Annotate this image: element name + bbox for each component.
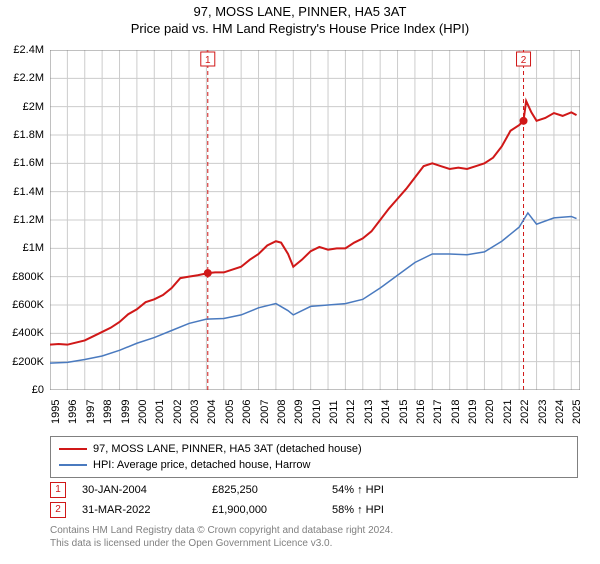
marker-number-box: 1 [50,482,66,498]
x-tick-label: 2000 [137,400,149,424]
y-tick-label: £1.4M [13,186,44,198]
x-tick-label: 2011 [328,400,340,424]
sale-markers: 1 30-JAN-2004£825,25054% ↑ HPI 2 31-MAR-202… [50,480,580,520]
sale-marker-row: 2 31-MAR-2022£1,900,00058% ↑ HPI [50,500,580,520]
y-tick-label: £200K [12,356,44,368]
footer-line1: Contains HM Land Registry data © Crown c… [50,524,393,537]
chart-subtitle: Price paid vs. HM Land Registry's House … [0,21,600,36]
y-tick-label: £2.4M [13,44,44,56]
x-tick-label: 2020 [484,400,496,424]
x-tick-label: 2007 [259,400,271,424]
x-tick-label: 2009 [293,400,305,424]
footer-line2: This data is licensed under the Open Gov… [50,537,393,550]
y-tick-label: £600K [12,299,44,311]
legend-swatch [59,448,87,450]
x-tick-label: 2003 [189,400,201,424]
marker-price: £1,900,000 [212,504,332,516]
legend-item: HPI: Average price, detached house, Harr… [59,457,569,473]
x-tick-label: 2018 [450,400,462,424]
y-tick-label: £1M [23,242,44,254]
legend-label: HPI: Average price, detached house, Harr… [93,459,310,471]
chart-title: 97, MOSS LANE, PINNER, HA5 3AT [0,4,600,19]
legend-item: 97, MOSS LANE, PINNER, HA5 3AT (detached… [59,441,569,457]
y-tick-label: £2.2M [13,72,44,84]
y-tick-label: £2M [23,101,44,113]
x-tick-label: 2013 [363,400,375,424]
x-tick-label: 2010 [311,400,323,424]
y-tick-label: £1.6M [13,157,44,169]
x-tick-label: 2016 [415,400,427,424]
marker-date: 30-JAN-2004 [82,484,212,496]
x-tick-label: 2015 [398,400,410,424]
x-tick-label: 2004 [206,400,218,424]
marker-pct: 58% ↑ HPI [332,504,432,516]
plot-area: 12 [50,50,580,390]
y-axis: £0£200K£400K£600K£800K£1M£1.2M£1.4M£1.6M… [0,50,48,390]
legend-label: 97, MOSS LANE, PINNER, HA5 3AT (detached… [93,443,362,455]
x-tick-label: 2017 [432,400,444,424]
y-tick-label: £800K [12,271,44,283]
marker-price: £825,250 [212,484,332,496]
legend-swatch [59,464,87,466]
x-tick-label: 2022 [519,400,531,424]
x-tick-label: 2019 [467,400,479,424]
x-tick-label: 2012 [345,400,357,424]
x-tick-label: 2021 [502,400,514,424]
x-axis: 1995 1996 1997 1998 1999 2000 2001 2002 2003 2004… [50,394,580,434]
x-tick-label: 2023 [537,400,549,424]
x-tick-label: 2005 [224,400,236,424]
x-tick-label: 1999 [120,400,132,424]
x-tick-label: 1995 [50,400,62,424]
x-tick-label: 2014 [380,400,392,424]
marker-number-box: 2 [50,502,66,518]
x-tick-label: 1997 [85,400,97,424]
svg-text:1: 1 [205,55,211,66]
x-tick-label: 2002 [172,400,184,424]
marker-date: 31-MAR-2022 [82,504,212,516]
y-tick-label: £400K [12,327,44,339]
x-tick-label: 2024 [554,400,566,424]
chart-container: 97, MOSS LANE, PINNER, HA5 3AT Price pai… [0,4,600,564]
svg-text:2: 2 [521,55,527,66]
sale-marker-row: 1 30-JAN-2004£825,25054% ↑ HPI [50,480,580,500]
legend: 97, MOSS LANE, PINNER, HA5 3AT (detached… [50,436,578,478]
footer: Contains HM Land Registry data © Crown c… [50,524,393,550]
x-tick-label: 2008 [276,400,288,424]
y-tick-label: £1.2M [13,214,44,226]
x-tick-label: 2025 [571,400,583,424]
x-tick-label: 1996 [67,400,79,424]
marker-pct: 54% ↑ HPI [332,484,432,496]
x-tick-label: 2006 [241,400,253,424]
x-tick-label: 2001 [154,400,166,424]
y-tick-label: £1.8M [13,129,44,141]
y-tick-label: £0 [32,384,44,396]
x-tick-label: 1998 [102,400,114,424]
